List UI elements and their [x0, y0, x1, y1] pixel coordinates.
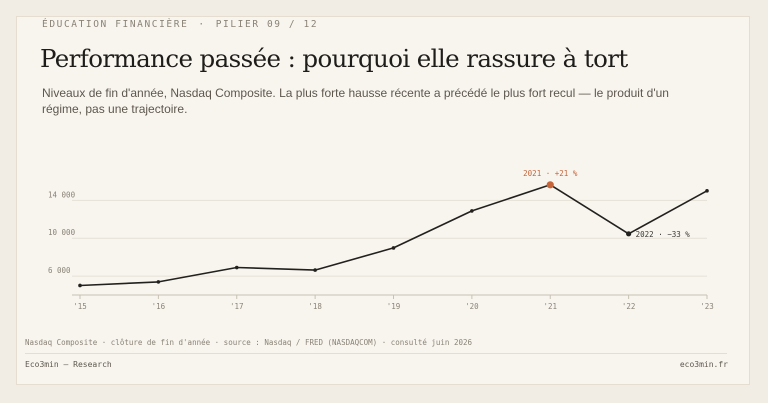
eyebrow-pillar: PILIER 09 / 12 — [215, 19, 319, 30]
data-point — [313, 268, 317, 272]
x-tick-label: '22 — [622, 302, 636, 311]
y-tick-label: 10 000 — [48, 228, 76, 237]
drawdown-annotation: 2022 · −33 % — [636, 230, 691, 239]
x-tick-label: '19 — [387, 302, 401, 311]
page-title: Performance passée : pourquoi elle rassu… — [40, 44, 628, 73]
y-tick-label: 14 000 — [48, 190, 76, 199]
chart-subtitle: Niveaux de fin d'année, Nasdaq Composite… — [42, 86, 669, 116]
x-tick-label: '17 — [230, 302, 244, 311]
data-point — [626, 231, 632, 237]
site-link[interactable]: eco3min.fr — [679, 360, 728, 369]
x-tick-label: '16 — [152, 302, 166, 311]
eyebrow-section: ÉDUCATION FINANCIÈRE — [42, 19, 189, 30]
x-tick-label: '23 — [700, 302, 714, 311]
x-tick-label: '18 — [308, 302, 322, 311]
y-tick-label: 6 000 — [48, 266, 71, 275]
peak-annotation: 2021 · +21 % — [523, 169, 578, 178]
x-tick-label: '21 — [543, 302, 557, 311]
data-point — [156, 280, 161, 284]
brand-label: Eco3min — Research — [25, 360, 112, 369]
data-point — [78, 283, 82, 288]
eyebrow: ÉDUCATION FINANCIÈRE · PILIER 09 / 12 — [42, 19, 318, 30]
data-point — [705, 189, 709, 193]
data-point — [470, 209, 474, 213]
footer-divider — [25, 353, 727, 354]
data-point — [546, 181, 554, 189]
eyebrow-separator: · — [198, 19, 206, 30]
source-note: Nasdaq Composite · clôture de fin d'anné… — [25, 338, 473, 347]
line-chart: 6 000 10 000 14 000 '15 '16 '17 '18 '19 '20 '21 '2… — [48, 169, 714, 311]
data-point — [391, 246, 396, 250]
x-tick-label: '15 — [73, 302, 87, 311]
x-tick-label: '20 — [465, 302, 479, 311]
data-point — [234, 265, 239, 270]
